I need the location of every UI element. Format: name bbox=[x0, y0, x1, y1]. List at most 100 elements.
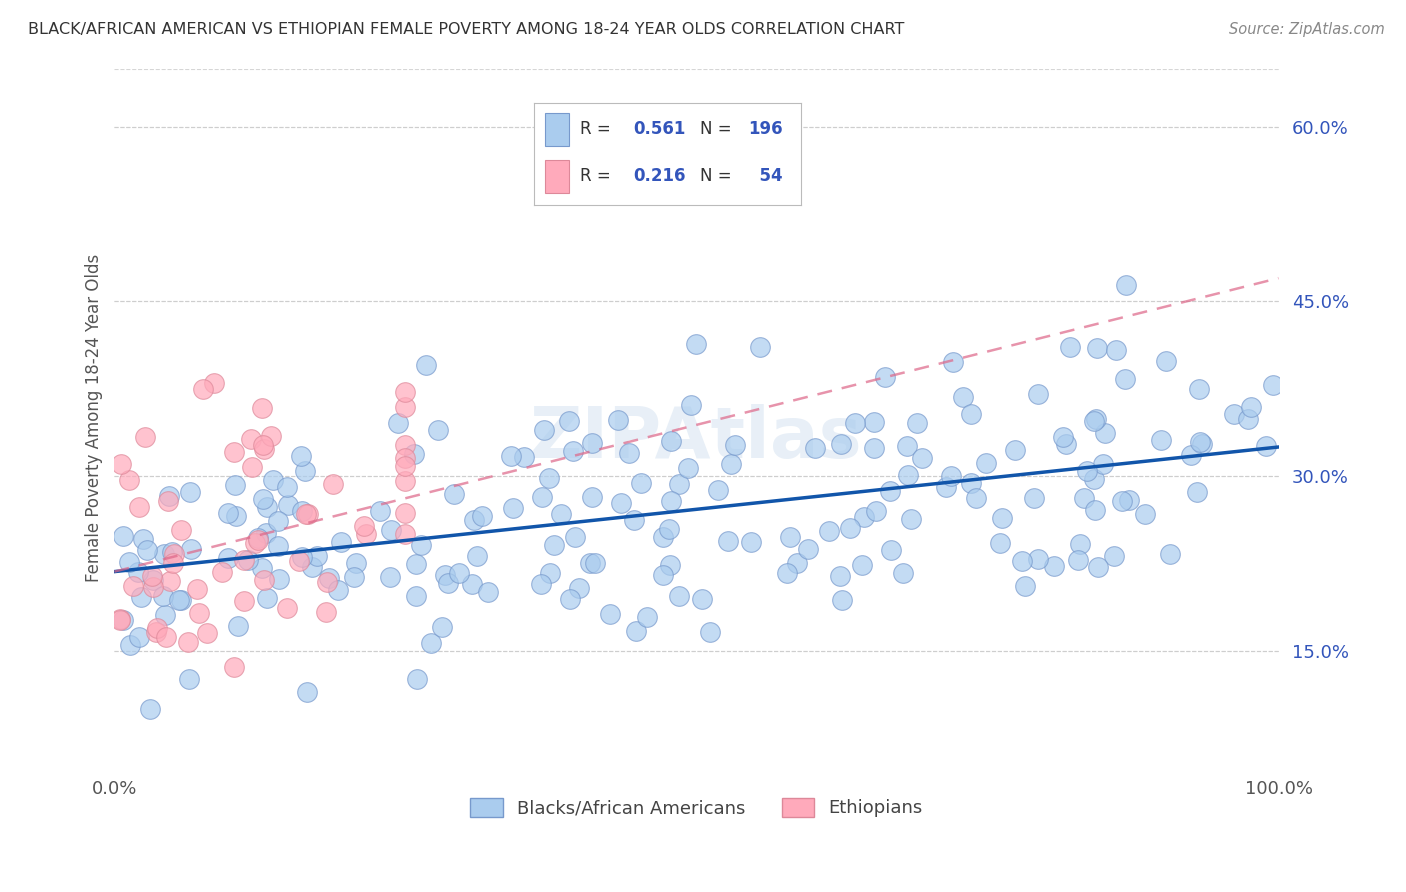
Point bbox=[529, 577, 551, 591]
Point bbox=[581, 490, 603, 504]
Point bbox=[1261, 378, 1284, 392]
Point bbox=[141, 569, 163, 583]
Point bbox=[409, 538, 432, 552]
Point bbox=[187, 606, 209, 620]
Point bbox=[110, 612, 132, 626]
Point bbox=[1067, 552, 1090, 566]
Point bbox=[295, 684, 318, 698]
Point bbox=[1159, 547, 1181, 561]
Point bbox=[599, 607, 621, 621]
Point bbox=[471, 509, 494, 524]
Point bbox=[830, 569, 852, 583]
Point bbox=[844, 416, 866, 430]
Point bbox=[1022, 491, 1045, 505]
Point bbox=[267, 514, 290, 528]
Point bbox=[740, 534, 762, 549]
Point bbox=[128, 630, 150, 644]
Point bbox=[1185, 485, 1208, 500]
Point bbox=[202, 376, 225, 390]
Y-axis label: Female Poverty Among 18-24 Year Olds: Female Poverty Among 18-24 Year Olds bbox=[86, 253, 103, 582]
Point bbox=[132, 532, 155, 546]
Point bbox=[419, 636, 441, 650]
Point bbox=[1084, 502, 1107, 516]
Point bbox=[152, 589, 174, 603]
Point bbox=[838, 521, 860, 535]
Point bbox=[543, 539, 565, 553]
Point bbox=[256, 591, 278, 605]
Point bbox=[905, 416, 928, 430]
Point bbox=[1085, 411, 1108, 425]
Point bbox=[863, 415, 886, 429]
Point bbox=[415, 359, 437, 373]
Point bbox=[191, 382, 214, 396]
Point bbox=[344, 556, 367, 570]
Text: N =: N = bbox=[700, 168, 737, 186]
Point bbox=[179, 485, 201, 500]
Point bbox=[651, 568, 673, 582]
Point bbox=[658, 558, 681, 572]
Point bbox=[186, 582, 208, 597]
Text: ZIPAtlas: ZIPAtlas bbox=[530, 404, 863, 474]
Point bbox=[1105, 343, 1128, 357]
Point bbox=[630, 476, 652, 491]
Point bbox=[1083, 414, 1105, 428]
Text: N =: N = bbox=[700, 120, 737, 138]
Point bbox=[405, 557, 427, 571]
Point bbox=[533, 424, 555, 438]
Point bbox=[233, 552, 256, 566]
Point bbox=[394, 384, 416, 399]
Point bbox=[786, 556, 808, 570]
Point bbox=[609, 496, 631, 510]
Point bbox=[1237, 412, 1260, 426]
Point bbox=[316, 574, 339, 589]
Point bbox=[387, 416, 409, 430]
Point bbox=[157, 489, 180, 503]
Point bbox=[122, 579, 145, 593]
Text: 0.561: 0.561 bbox=[633, 120, 686, 138]
Point bbox=[851, 558, 873, 572]
Legend: Blacks/African Americans, Ethiopians: Blacks/African Americans, Ethiopians bbox=[463, 791, 929, 824]
Point bbox=[402, 447, 425, 461]
Point bbox=[380, 570, 402, 584]
Point bbox=[1087, 559, 1109, 574]
Point bbox=[1092, 457, 1115, 471]
Point bbox=[797, 542, 820, 557]
Point bbox=[988, 535, 1011, 549]
FancyBboxPatch shape bbox=[546, 160, 569, 193]
Point bbox=[579, 556, 602, 570]
Point bbox=[1240, 400, 1263, 414]
Point bbox=[179, 672, 201, 686]
Point bbox=[617, 446, 640, 460]
Point bbox=[145, 621, 167, 635]
Point bbox=[129, 590, 152, 604]
Point bbox=[276, 480, 298, 494]
Point bbox=[247, 533, 270, 547]
Point bbox=[353, 519, 375, 533]
Point bbox=[1102, 549, 1125, 563]
Point bbox=[380, 523, 402, 537]
Point bbox=[195, 626, 218, 640]
Point bbox=[160, 545, 183, 559]
Point bbox=[226, 619, 249, 633]
Point bbox=[974, 456, 997, 470]
Point bbox=[717, 534, 740, 549]
Point bbox=[530, 490, 553, 504]
Point bbox=[145, 625, 167, 640]
Point bbox=[1059, 340, 1081, 354]
Point bbox=[1042, 559, 1064, 574]
Point bbox=[153, 547, 176, 561]
Point bbox=[112, 613, 135, 627]
Point bbox=[538, 566, 561, 580]
Point bbox=[177, 634, 200, 648]
Point bbox=[427, 423, 450, 437]
Point bbox=[817, 524, 839, 538]
Point bbox=[225, 508, 247, 523]
Point bbox=[157, 493, 180, 508]
Point bbox=[394, 401, 416, 415]
Point bbox=[668, 476, 690, 491]
Point bbox=[583, 556, 606, 570]
Point bbox=[142, 573, 165, 587]
Point bbox=[405, 589, 427, 603]
Point bbox=[153, 608, 176, 623]
Point bbox=[502, 501, 524, 516]
